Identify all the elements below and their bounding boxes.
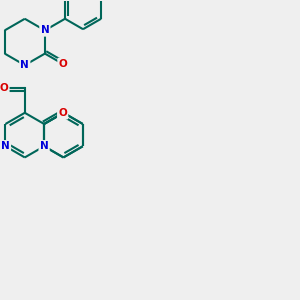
Text: N: N [1, 141, 10, 151]
Text: N: N [20, 60, 29, 70]
Text: O: O [0, 83, 8, 93]
Text: O: O [58, 59, 67, 69]
Text: O: O [58, 108, 67, 118]
Text: N: N [40, 141, 49, 151]
Text: N: N [40, 26, 49, 35]
